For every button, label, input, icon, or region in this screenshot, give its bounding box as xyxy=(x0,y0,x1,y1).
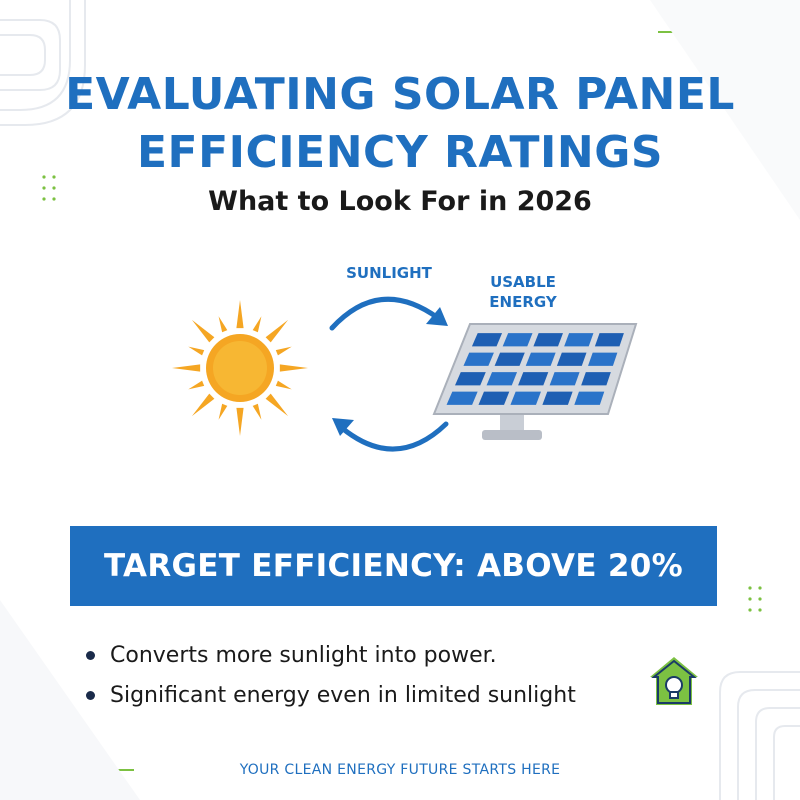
usable-energy-label: USABLE ENERGY xyxy=(468,272,578,312)
sunlight-label: SUNLIGHT xyxy=(346,264,432,282)
usable-energy-label-line-2: ENERGY xyxy=(489,293,557,311)
bullet-text: Converts more sunlight into power. xyxy=(110,643,497,668)
footer-tagline: YOUR CLEAN ENERGY FUTURE STARTS HERE xyxy=(239,762,561,778)
page-title: EVALUATING SOLAR PANEL EFFICIENCY RATING… xyxy=(0,66,800,182)
house-bulb-icon xyxy=(650,657,698,705)
title-line-1: EVALUATING SOLAR PANEL xyxy=(65,69,735,120)
solar-panel-icon xyxy=(432,323,638,440)
banner-text: TARGET EFFICIENCY: ABOVE 20% xyxy=(103,548,684,584)
sun-icon xyxy=(172,300,308,436)
list-item: Significant energy even in limited sunli… xyxy=(86,676,646,716)
bullet-dot xyxy=(86,651,95,660)
benefit-list: Converts more sunlight into power. Signi… xyxy=(86,636,646,716)
cycle-arrow-icon xyxy=(329,296,449,452)
usable-energy-label-line-1: USABLE xyxy=(490,273,556,291)
title-line-2: EFFICIENCY RATINGS xyxy=(136,127,664,178)
target-efficiency-banner: TARGET EFFICIENCY: ABOVE 20% xyxy=(70,526,717,606)
bullet-dot xyxy=(86,691,95,700)
page-subtitle: What to Look For in 2026 xyxy=(208,186,592,217)
bullet-text: Significant energy even in limited sunli… xyxy=(110,683,576,708)
list-item: Converts more sunlight into power. xyxy=(86,636,646,676)
